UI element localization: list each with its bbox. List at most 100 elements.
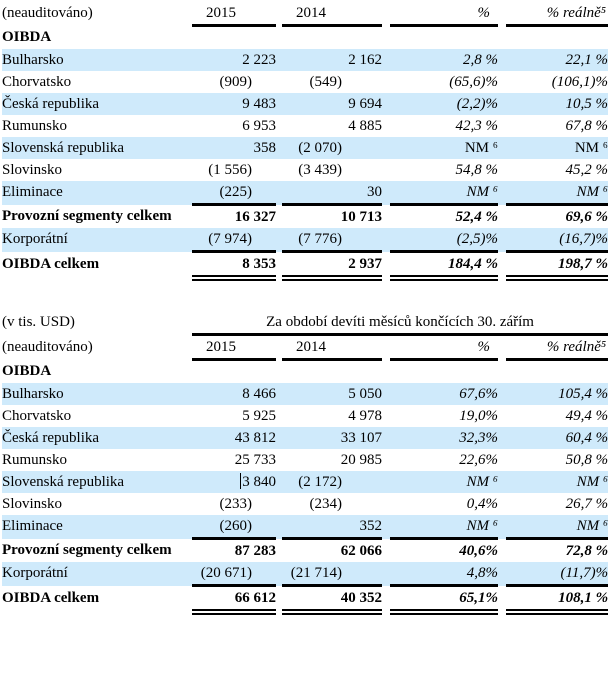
value-cell: 50,8 % <box>565 451 609 468</box>
table-row: Provozní segmenty celkem 87 283 62 066 40,6… <box>2 537 609 562</box>
table-row: Slovinsko (233) (234) 0,4% 26,7 % <box>2 493 608 515</box>
column-gap <box>276 93 282 115</box>
column-gap <box>382 427 390 449</box>
value-cell: 108,1 % <box>506 584 609 615</box>
column-gap <box>498 115 506 137</box>
value-cell: NM ⁶ <box>390 515 498 539</box>
column-gap <box>498 562 506 586</box>
value-cell: 19,0% <box>459 407 498 424</box>
value-cell: 198,7 % <box>506 250 608 281</box>
column-gap <box>276 49 282 71</box>
value-cell: 40,6% <box>390 537 498 562</box>
value-cell: 30 <box>282 181 382 205</box>
value-cell: (260) <box>192 515 276 539</box>
value-cell: 2 223 <box>192 49 276 71</box>
column-gap <box>382 335 390 360</box>
table-row: Bulharsko 2 223 2 162 2,8 % 22,1 % <box>2 49 608 71</box>
column-gap <box>382 205 390 229</box>
row-label: OIBDA <box>2 362 52 379</box>
table-row: Korporátní (20 671) (21 714) 4,8% (11,7)% <box>2 562 609 586</box>
value-cell: 87 283 <box>192 537 276 562</box>
table-row: Rumunsko 25 733 20 985 22,6% 50,8 % <box>2 449 608 471</box>
value-cell <box>192 360 276 384</box>
value-cell: (2 070) <box>282 137 382 159</box>
value-cell: 22,6% <box>459 451 498 468</box>
row-label: Slovinsko <box>2 161 63 178</box>
value-cell: 358 <box>192 137 276 159</box>
unaudited-label: (neauditováno) <box>2 338 93 355</box>
row-label: Slovinsko <box>2 495 63 512</box>
column-gap <box>382 93 390 115</box>
table-row: OIBDA celkem 66 612 40 352 65,1% 108,1 % <box>2 584 609 615</box>
value-cell: 32,3% <box>390 427 498 449</box>
value-cell: (234) <box>309 495 343 512</box>
value-cell: 60,4 % <box>506 427 609 449</box>
period-span-header: Za období devíti měsíců končících 30. zá… <box>192 311 609 336</box>
row-label: Chorvatsko <box>2 407 72 424</box>
row-label: Provozní segmenty celkem <box>2 207 172 224</box>
column-gap <box>382 449 390 471</box>
table-row: Slovenská republika 3 840 (2 172) NM ⁶ NM ⁶ <box>2 471 609 493</box>
value-cell: NM ⁶ <box>506 137 608 159</box>
table-body-ninemonths: OIBDA Bulharsko 8 466 5 050 67,6% 105,4 % Chor… <box>2 360 609 615</box>
value-cell: 4 885 <box>348 117 382 134</box>
value-cell: 9 483 <box>192 93 276 115</box>
column-gap <box>382 493 390 515</box>
table-row: Česká republika 43 812 33 107 32,3% 60,4 % <box>2 427 609 449</box>
table-row: Provozní segmenty celkem 16 327 10 713 52,4… <box>2 203 608 229</box>
row-label: Eliminace <box>2 181 192 205</box>
value-cell <box>282 26 382 50</box>
value-cell: 67,6% <box>390 383 498 405</box>
value-cell: 6 953 <box>242 117 276 134</box>
column-gap <box>382 2 390 26</box>
column-gap <box>276 562 282 586</box>
text-cursor <box>239 473 242 489</box>
value-cell <box>390 26 498 50</box>
column-gap <box>498 335 506 360</box>
column-gap <box>498 49 506 71</box>
row-label: Slovenská republika <box>2 471 192 493</box>
column-gap <box>276 471 282 493</box>
table-row: Eliminace (260) 352 NM ⁶ NM ⁶ <box>2 515 609 539</box>
table-row: Eliminace (225) 30 NM ⁶ NM ⁶ <box>2 181 608 205</box>
column-gap <box>498 228 506 252</box>
column-gap <box>382 586 390 613</box>
column-gap <box>382 360 390 384</box>
oibda-table-ninemonths: (v tis. USD) Za období devíti měsíců kon… <box>2 311 609 615</box>
table-row: Korporátní (7 974) (7 776) (2,5)% (16,7)% <box>2 228 608 252</box>
row-label: Korporátní <box>2 228 192 252</box>
value-cell: 352 <box>282 515 382 539</box>
value-cell <box>192 26 276 50</box>
value-cell: (106,1)% <box>551 73 608 90</box>
column-gap <box>498 586 506 613</box>
column-gap <box>382 405 390 427</box>
value-cell: 52,4 % <box>390 203 498 228</box>
value-cell <box>282 360 382 384</box>
column-gap <box>382 252 390 279</box>
value-cell: 42,3 % <box>455 117 499 134</box>
value-cell: 67,8 % <box>565 117 609 134</box>
column-gap <box>498 26 506 50</box>
column-gap <box>498 205 506 229</box>
column-gap <box>382 115 390 137</box>
value-cell: 16 327 <box>192 203 276 228</box>
value-cell: (225) <box>192 181 276 205</box>
column-gap <box>498 449 506 471</box>
row-label: Rumunsko <box>2 117 68 134</box>
value-cell: 10 713 <box>282 203 382 228</box>
value-cell: 40 352 <box>282 584 382 615</box>
column-gap <box>498 137 506 159</box>
col-header-2015: 2015 <box>192 334 276 361</box>
column-gap <box>382 26 390 50</box>
column-gap <box>498 493 506 515</box>
column-header-row: (neauditováno) 2015 2014 % % reálně⁵ <box>2 2 608 27</box>
column-gap <box>382 49 390 71</box>
row-label: OIBDA <box>2 28 52 45</box>
value-cell: (233) <box>219 495 253 512</box>
value-cell: 69,6 % <box>506 203 608 228</box>
oibda-table-quarter: (neauditováno) 2015 2014 % % reálně⁵ OIB… <box>2 2 608 281</box>
column-gap <box>498 2 506 26</box>
col-header-2014: 2014 <box>282 334 382 361</box>
column-gap <box>498 471 506 493</box>
value-cell: NM ⁶ <box>506 181 608 205</box>
